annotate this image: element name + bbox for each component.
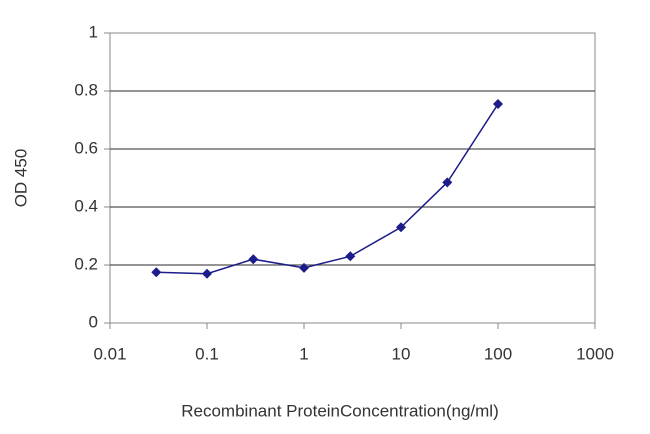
x-tick-label: 0.01 [93,344,126,363]
x-axis-label: Recombinant ProteinConcentration(ng/ml) [181,401,499,420]
data-point [151,267,162,278]
x-tick-label: 10 [392,344,411,363]
y-tick-label: 0 [89,312,98,331]
y-tick-label: 0.4 [74,196,98,215]
series-line [156,103,499,275]
y-tick-label: 0.2 [74,254,98,273]
x-tick-label: 1 [299,344,308,363]
data-point [299,262,309,273]
data-point [248,254,259,265]
data-point [202,268,212,279]
y-tick-label: 0.8 [74,80,98,99]
data-point [396,222,406,233]
y-axis-label: OD 450 [11,149,30,208]
y-tick-label: 1 [89,22,98,41]
x-tick-label: 0.1 [195,344,219,363]
plot-frame [109,32,596,324]
x-tick-label: 100 [484,344,512,363]
data-point [345,251,356,262]
y-tick-label: 0.6 [74,138,98,157]
data-point [493,99,503,110]
data-point [442,177,453,188]
x-tick-label: 1000 [576,344,614,363]
